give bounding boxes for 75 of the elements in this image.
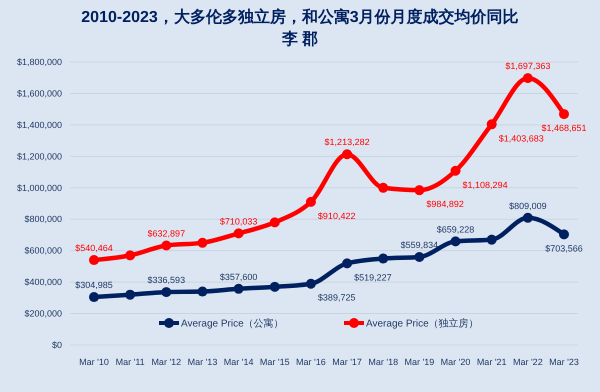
point — [89, 292, 99, 302]
y-tick-label: $200,000 — [24, 308, 62, 319]
data-label: $1,403,683 — [498, 133, 544, 144]
point — [125, 250, 136, 260]
point — [125, 290, 136, 300]
data-label: $357,600 — [220, 272, 258, 282]
point — [270, 282, 280, 292]
x-tick-label: Mar '14 — [224, 357, 254, 367]
x-tick-label: Mar '23 — [549, 357, 579, 367]
data-label: $710,033 — [220, 216, 258, 226]
point — [559, 109, 569, 120]
x-tick-label: Mar '17 — [332, 357, 362, 367]
data-label: $540,464 — [75, 243, 113, 254]
point — [342, 149, 352, 160]
point — [306, 196, 316, 207]
data-label: $519,227 — [354, 272, 392, 282]
y-tick-label: $600,000 — [24, 246, 62, 256]
data-label: $703,566 — [545, 243, 583, 254]
legend-label: Average Price（公寓） — [181, 318, 284, 330]
x-tick-label: Mar '22 — [512, 357, 543, 367]
point — [234, 228, 244, 238]
point — [486, 234, 497, 245]
point — [378, 254, 388, 264]
point — [197, 286, 208, 297]
data-label: $1,108,294 — [462, 180, 508, 190]
y-tick-label: $1,800,000 — [16, 57, 62, 67]
chart-subtitle: 李 郡 — [280, 30, 318, 48]
data-label: $336,593 — [148, 275, 186, 286]
point — [559, 229, 569, 240]
point — [197, 238, 208, 248]
data-label: $1,468,651 — [541, 123, 587, 134]
point — [486, 119, 497, 130]
x-tick-label: Mar '20 — [440, 357, 470, 367]
point — [234, 284, 244, 294]
point — [522, 212, 533, 223]
y-tick-label: $0 — [52, 340, 62, 350]
data-label: $632,897 — [148, 228, 186, 238]
x-tick-label: Mar '15 — [260, 357, 290, 367]
x-tick-label: Mar '16 — [296, 357, 326, 367]
data-label: $809,009 — [509, 200, 547, 211]
point — [342, 258, 352, 268]
data-label: $984,892 — [426, 199, 464, 210]
data-label: $910,422 — [318, 210, 356, 221]
x-tick-label: Mar '10 — [79, 357, 109, 367]
y-tick-label: $1,400,000 — [16, 120, 62, 130]
point — [522, 73, 533, 84]
y-tick-label: $1,200,000 — [16, 151, 62, 162]
point — [161, 287, 172, 298]
point — [450, 236, 461, 246]
x-tick-label: Mar '13 — [188, 357, 218, 367]
chart-title: 2010-2023，大多伦多独立房，和公寓3月份月度成交均价同比 — [81, 7, 519, 26]
data-label: $1,697,363 — [505, 61, 550, 72]
x-tick-label: Mar '19 — [404, 357, 434, 367]
point — [89, 255, 99, 266]
data-label: $659,228 — [436, 224, 474, 234]
data-label: $304,985 — [75, 280, 113, 290]
x-tick-label: Mar '11 — [116, 357, 145, 367]
point — [414, 252, 424, 262]
y-tick-label: $1,000,000 — [16, 182, 62, 193]
legend-label: Average Price（独立房） — [366, 318, 479, 330]
data-label: $559,834 — [400, 240, 438, 250]
point — [414, 185, 424, 196]
x-tick-label: Mar '18 — [368, 357, 398, 367]
y-tick-label: $400,000 — [24, 277, 62, 288]
point — [306, 278, 316, 289]
x-tick-label: Mar '21 — [476, 357, 507, 367]
data-label: $389,725 — [318, 292, 356, 303]
y-tick-label: $800,000 — [24, 214, 62, 224]
point — [378, 182, 388, 193]
data-label: $1,213,282 — [324, 137, 370, 148]
x-tick-label: Mar '12 — [151, 357, 182, 367]
point — [270, 217, 280, 228]
point — [161, 240, 172, 250]
y-tick-label: $1,600,000 — [16, 88, 62, 98]
point — [450, 166, 461, 176]
